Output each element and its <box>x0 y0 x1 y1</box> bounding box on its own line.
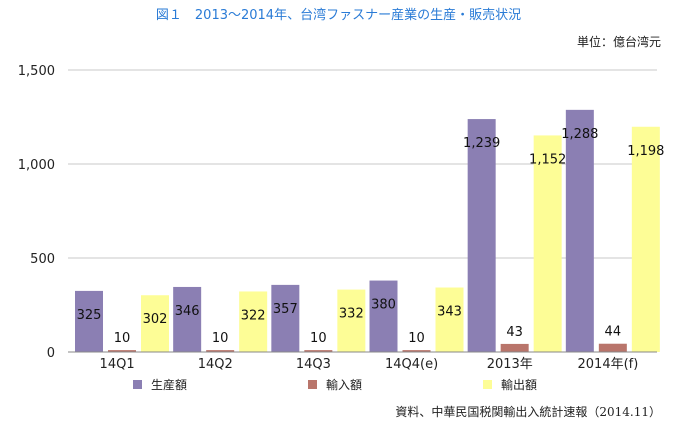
x-tick-label: 14Q3 <box>296 357 331 372</box>
x-tick-label: 14Q2 <box>198 357 233 372</box>
bar <box>75 290 103 352</box>
legend-swatch <box>308 380 317 389</box>
legend-label: 輸入額 <box>326 377 362 392</box>
data-label: 10 <box>310 331 327 346</box>
legend-label: 輸出額 <box>501 377 537 392</box>
data-label: 10 <box>212 331 229 346</box>
y-tick-label: 500 <box>30 252 55 267</box>
y-tick-label: 0 <box>47 346 55 361</box>
data-label: 380 <box>371 298 396 313</box>
bar <box>206 350 235 352</box>
bar <box>467 119 496 353</box>
data-label: 10 <box>408 331 425 346</box>
x-tick-label: 14Q1 <box>100 357 135 372</box>
data-label: 302 <box>143 312 168 327</box>
data-label: 322 <box>241 308 266 323</box>
x-tick-label: 2013年 <box>487 357 533 372</box>
data-label: 44 <box>605 325 622 340</box>
data-label: 325 <box>77 308 102 323</box>
y-tick-label: 1,000 <box>18 158 55 173</box>
data-label: 332 <box>339 307 364 322</box>
x-tick-label: 2014年(f) <box>578 357 639 372</box>
legend-label: 生産額 <box>151 377 187 392</box>
data-label: 1,288 <box>561 127 598 142</box>
bar <box>173 286 202 352</box>
bar <box>500 343 529 352</box>
unit-label: 単位：億台湾元 <box>576 35 661 49</box>
bar <box>435 287 464 352</box>
data-label: 1,198 <box>627 144 664 159</box>
data-label: 1,239 <box>463 136 500 151</box>
legend-swatch <box>483 380 492 389</box>
bar <box>239 291 268 352</box>
bar <box>598 343 627 352</box>
legend-swatch <box>133 380 142 389</box>
data-label: 1,152 <box>529 152 566 167</box>
data-label: 357 <box>273 302 298 317</box>
data-label: 346 <box>175 304 200 319</box>
data-label: 43 <box>506 325 523 340</box>
x-tick-label: 14Q4(e) <box>385 357 438 372</box>
bar <box>304 350 333 352</box>
bar <box>271 284 300 352</box>
source-note: 資料、中華民国税関輸出入統計速報（2014.11） <box>395 405 661 419</box>
chart-title: 図１ 2013〜2014年、台湾ファスナー産業の生産・販売状況 <box>155 8 522 23</box>
bar <box>565 109 594 352</box>
bar <box>631 126 660 352</box>
bar <box>108 350 136 352</box>
bar <box>402 350 431 352</box>
bar <box>369 280 398 352</box>
data-label: 343 <box>437 305 462 320</box>
bar <box>141 295 169 352</box>
y-tick-label: 1,500 <box>18 64 55 79</box>
bar <box>337 289 366 352</box>
bar <box>533 135 562 352</box>
data-label: 10 <box>114 331 131 346</box>
